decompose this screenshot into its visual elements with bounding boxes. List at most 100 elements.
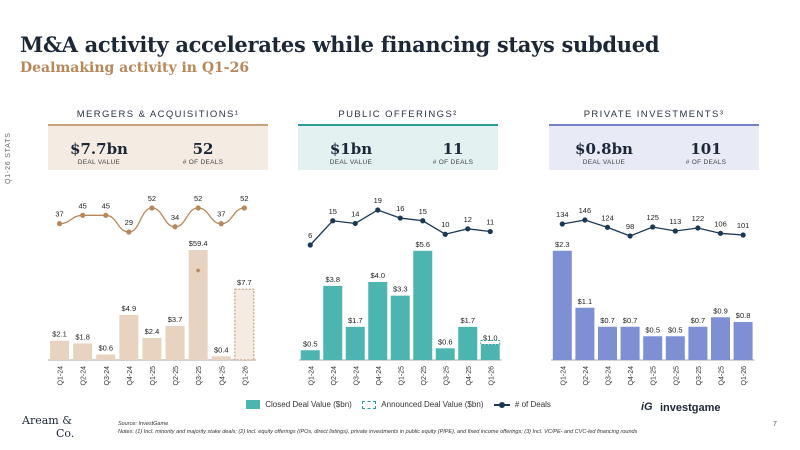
bar-closed [665, 336, 685, 360]
bar-break-badge: ◆ [196, 268, 201, 274]
footnotes: Notes: (1) Incl. minority and majority s… [118, 429, 638, 435]
bar-closed [480, 344, 500, 360]
deal-count-point [695, 225, 701, 231]
bar-value-label: $59.4 [189, 239, 208, 248]
x-tick-label: Q3-24 [606, 366, 613, 386]
x-tick-label: Q1-25 [651, 366, 658, 386]
bar-closed [119, 314, 139, 360]
deal-count-label: 15 [419, 207, 427, 216]
kpi-ma-count: 52 [192, 140, 214, 158]
deal-count-point [672, 228, 678, 234]
deal-count-label: 106 [714, 219, 727, 228]
x-tick-label: Q2-24 [331, 366, 338, 386]
deal-count-label: 52 [240, 194, 248, 203]
x-tick-label: Q4-24 [376, 366, 383, 386]
bar-closed [435, 348, 455, 360]
x-tick-label: Q2-25 [173, 366, 180, 386]
bar-value-label: $5.6 [415, 240, 430, 249]
section-heading-ma: MERGERS & ACQUISITIONS¹ [76, 109, 240, 120]
investgame-brand: investgame [660, 402, 721, 414]
page-subtitle: Dealmaking activity in Q1-26 [20, 60, 250, 76]
x-tick-label: Q2-25 [421, 366, 428, 386]
x-tick-label: Q2-25 [673, 366, 680, 386]
kpi-panel-public: $1bn DEAL VALUE 11 # OF DEALS [298, 124, 498, 170]
x-tick-label: Q1-24 [308, 366, 315, 386]
bar-closed [300, 350, 320, 360]
deal-count-point [307, 242, 313, 248]
legend-deals-label: # of Deals [514, 400, 551, 410]
x-tick-label: Q2-24 [81, 366, 88, 386]
x-tick-label: Q1-24 [58, 366, 65, 386]
kpi-private-value-label: DEAL VALUE [582, 159, 626, 166]
deal-count-label: 45 [102, 201, 110, 210]
bar-closed [413, 250, 433, 360]
bar-closed [598, 326, 617, 360]
x-tick-label: Q1-24 [560, 366, 567, 386]
deal-count-point [241, 205, 247, 211]
x-tick-label: Q1-26 [242, 366, 249, 386]
deal-count-point [375, 207, 381, 213]
bar-value-label: $0.6 [438, 337, 453, 346]
bar-value-label: $0.5 [303, 339, 318, 348]
kpi-ma-value-label: DEAL VALUE [77, 159, 121, 166]
x-tick-label: Q1-26 [741, 366, 748, 386]
aream-logo: Aream & Co. [22, 414, 74, 440]
x-tick-label: Q1-25 [398, 366, 405, 386]
kpi-private-count: 101 [690, 140, 722, 158]
deal-count-point [80, 212, 86, 218]
x-tick-label: Q3-25 [696, 366, 703, 386]
x-tick-label: Q4-24 [628, 366, 635, 386]
bar-closed [73, 343, 93, 360]
bar-closed [323, 285, 343, 360]
bar-closed [688, 326, 708, 360]
bar-value-label: $0.9 [713, 306, 728, 315]
x-tick-label: Q4-25 [719, 366, 726, 386]
deal-count-label: 146 [579, 206, 592, 215]
deal-count-label: 134 [556, 210, 569, 219]
deal-count-label: 12 [464, 215, 472, 224]
x-tick-label: Q3-24 [104, 366, 111, 386]
deal-count-label: 37 [55, 210, 63, 219]
section-heading-private: PRIVATE INVESTMENTS³ [583, 109, 725, 120]
deal-count-label: 52 [194, 194, 202, 203]
deal-count-label: 34 [171, 213, 179, 222]
bar-value-label: $3.8 [325, 275, 340, 284]
bar-value-label: $1.7 [460, 316, 475, 325]
bar-value-label: $0.5 [668, 325, 683, 334]
bar-value-label: $7.7 [237, 278, 252, 287]
kpi-panel-private: $0.8bn DEAL VALUE 101 # OF DEALS [549, 124, 759, 170]
bar-value-label: $0.7 [691, 316, 706, 325]
deal-count-point [218, 221, 224, 227]
bar-closed [620, 326, 640, 360]
deal-count-point [172, 224, 178, 230]
bar-value-label: $0.8 [736, 311, 751, 320]
deal-count-label: 101 [737, 221, 750, 230]
deal-count-point [149, 205, 155, 211]
deal-count-label: 52 [148, 194, 156, 203]
kpi-ma-value: $7.7bn [70, 140, 128, 158]
deal-count-point [126, 229, 132, 235]
x-tick-label: Q1-25 [150, 366, 157, 386]
bar-closed [733, 322, 753, 360]
deal-count-point [717, 230, 724, 236]
deal-count-point [352, 220, 358, 227]
deal-count-label: 10 [441, 220, 449, 229]
kpi-public-value: $1bn [329, 140, 373, 158]
bar-closed [96, 354, 116, 360]
deal-count-label: 113 [669, 217, 681, 226]
bar-value-label: $1.0 [483, 333, 498, 342]
deal-count-point [582, 217, 588, 223]
bar-value-label: $0.5 [645, 325, 660, 334]
bar-announced [480, 340, 501, 345]
deal-count-point [559, 221, 565, 227]
x-tick-label: Q3-25 [443, 366, 450, 386]
bar-value-label: $2.4 [145, 327, 160, 336]
kpi-private-value: $0.8bn [575, 140, 633, 158]
legend-announced-swatch [362, 400, 377, 409]
deal-count-label: 16 [396, 204, 404, 213]
deal-count-label: 98 [626, 222, 634, 231]
deal-count-point [604, 224, 611, 230]
deal-count-point [330, 218, 336, 224]
x-tick-label: Q4-25 [466, 366, 473, 386]
bar-value-label: $0.7 [623, 316, 638, 325]
